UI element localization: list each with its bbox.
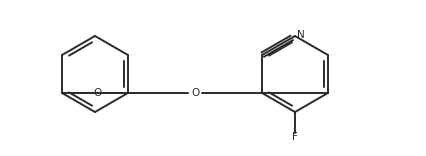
Text: O: O — [94, 88, 102, 98]
Text: N: N — [297, 30, 305, 40]
Text: O: O — [191, 88, 199, 98]
Text: F: F — [292, 132, 298, 142]
